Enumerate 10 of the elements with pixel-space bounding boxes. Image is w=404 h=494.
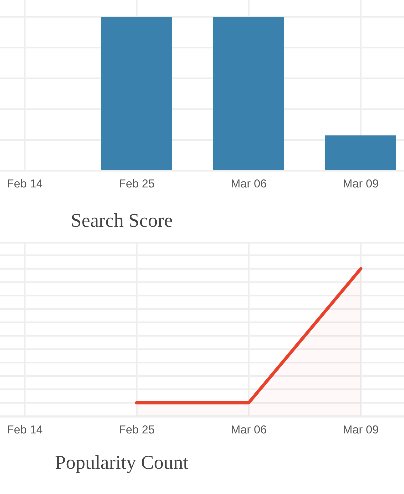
x-tick-label: Mar 06 — [232, 426, 266, 434]
x-tick-label: Feb 14 — [8, 179, 43, 188]
x-tick-label: Mar 09 — [344, 426, 378, 434]
text: Popularity Count — [56, 456, 189, 474]
x-tick-label: Mar 09 — [344, 180, 378, 188]
x-tick-label: Feb 25 — [120, 179, 154, 188]
x-tick-label: Feb 25 — [120, 425, 154, 434]
chart-title: Search Score — [72, 214, 172, 228]
x-tick-label: Mar 06 — [232, 180, 266, 188]
x-tick-label: Feb 14 — [8, 425, 43, 434]
